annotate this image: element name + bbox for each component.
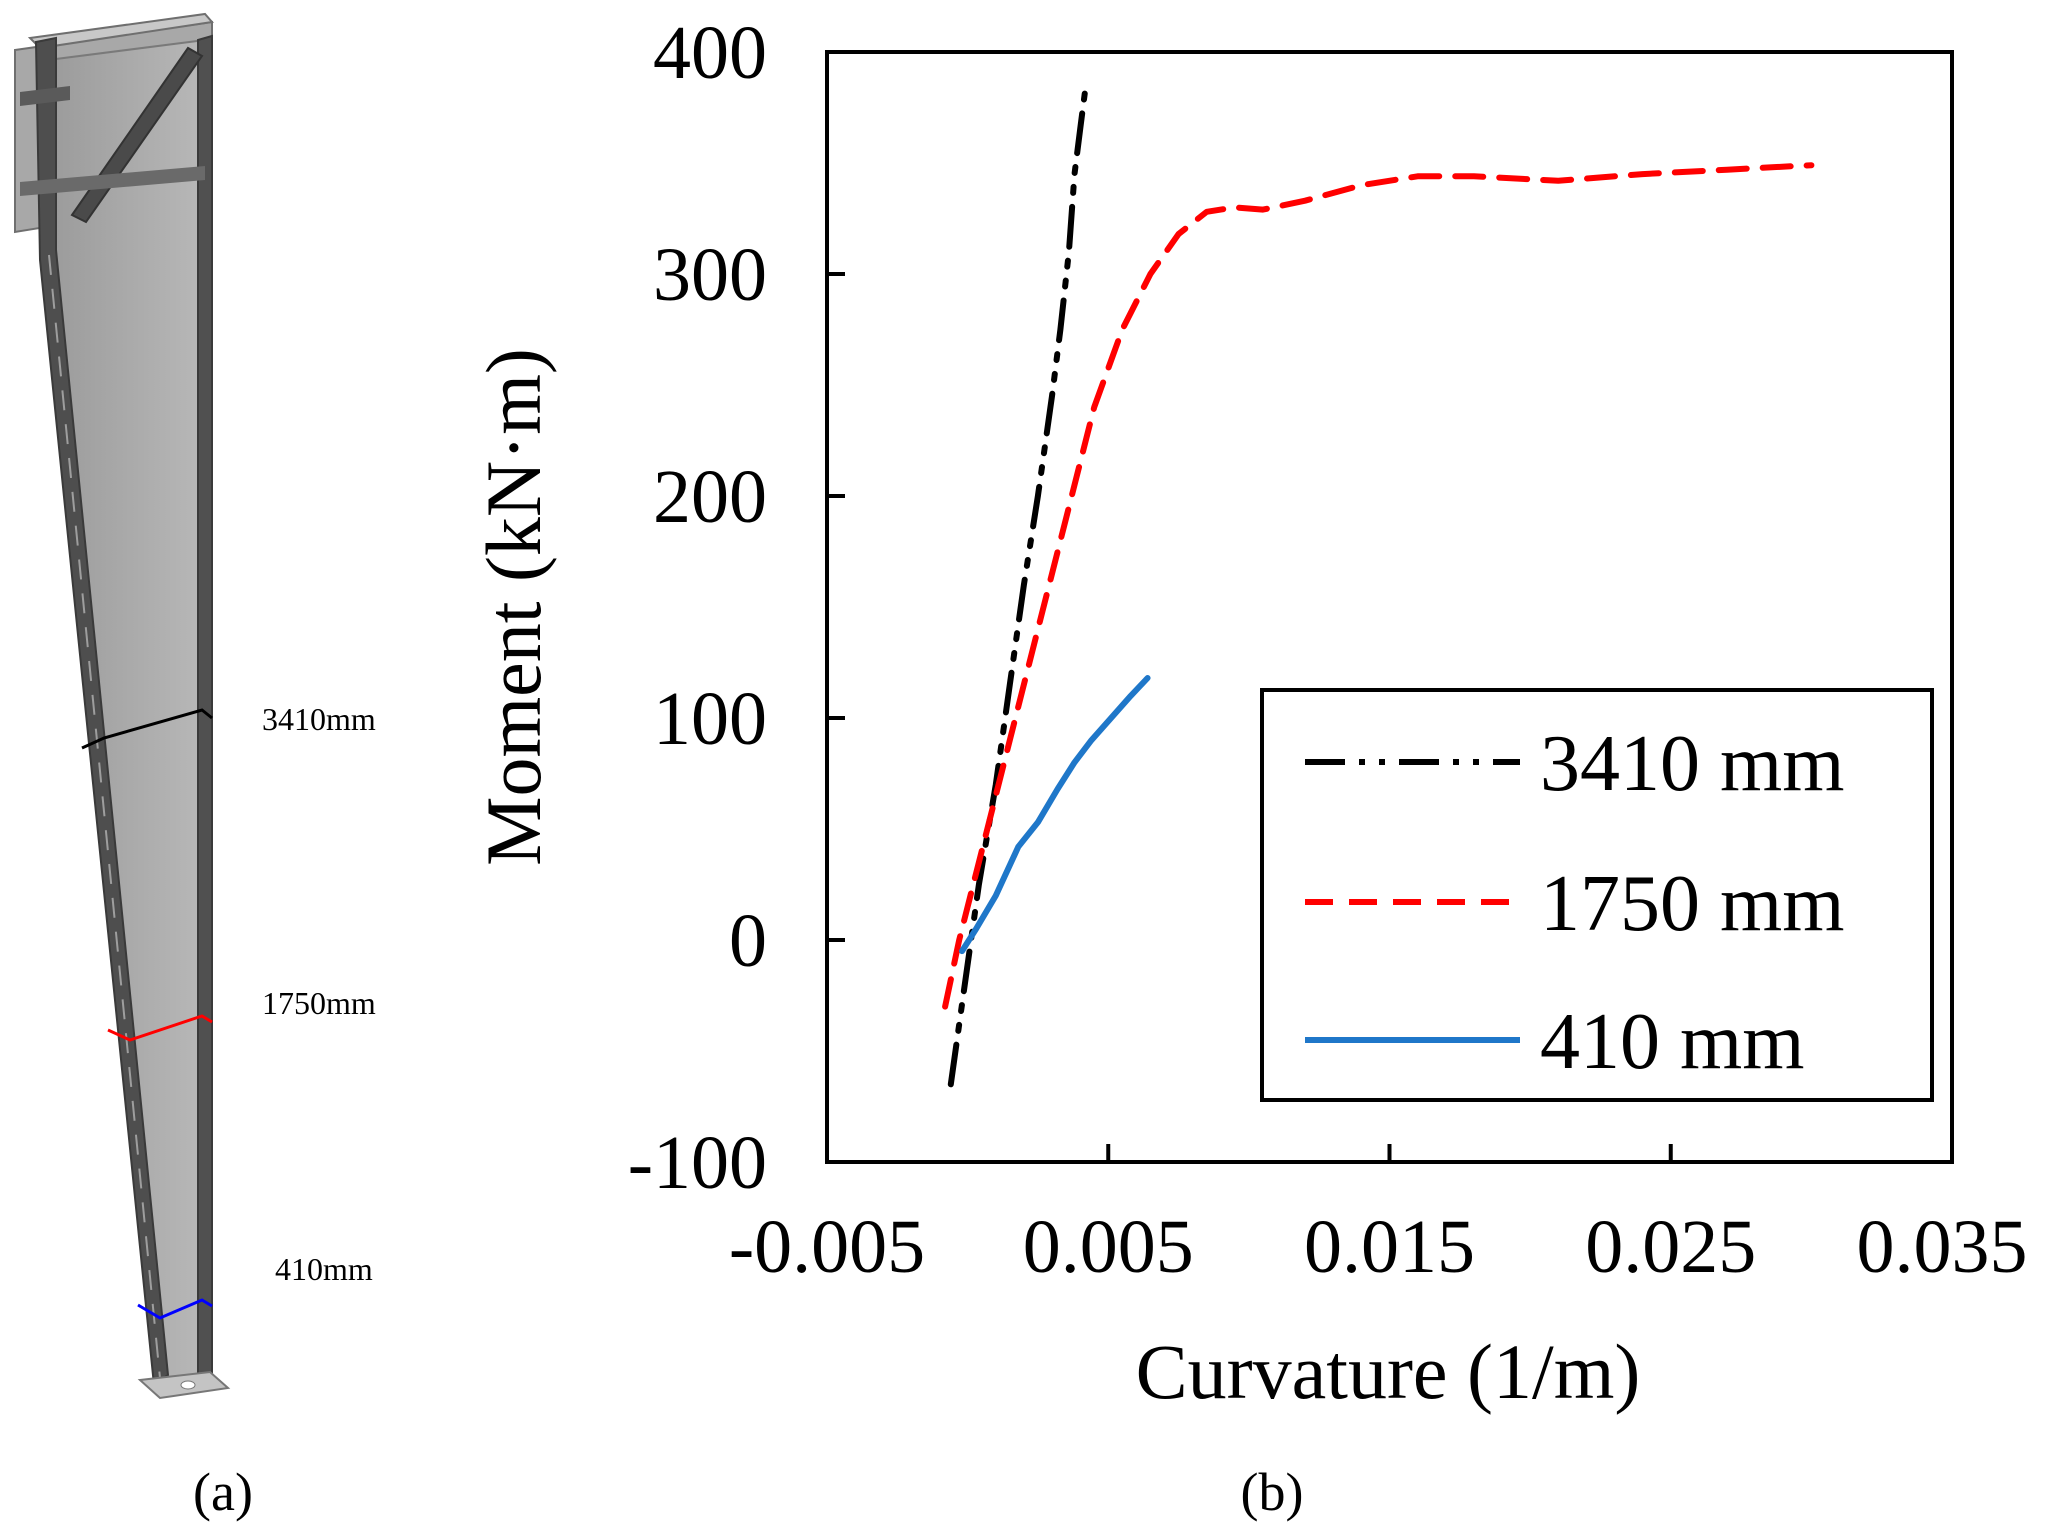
section-label-3410: 3410mm [262, 701, 376, 737]
y-axis: -100 0 100 200 300 400 [628, 11, 845, 1205]
x-tick-label: -0.005 [729, 1205, 925, 1289]
y-axis-title: Moment (kN·m) [470, 348, 557, 866]
series-layer [942, 82, 1815, 1088]
legend: 3410 mm 1750 mm 410 mm [1260, 688, 1934, 1102]
x-axis: -0.005 0.005 0.015 0.025 0.035 [729, 1144, 2028, 1289]
y-tick-label: 400 [653, 11, 767, 95]
x-axis-title: Curvature (1/m) [1136, 1328, 1641, 1415]
x-tick-label: 0.005 [1023, 1205, 1194, 1289]
section-line-410 [137, 1298, 213, 1320]
panel-a-label: (a) [193, 1462, 253, 1522]
section-label-1750: 1750mm [262, 985, 376, 1021]
legend-label-410: 410 mm [1540, 998, 1804, 1086]
series-line-410-mm [959, 675, 1151, 955]
stiffener-upper [20, 86, 70, 106]
series-line-3410-mm [947, 82, 1089, 1088]
y-tick-label: 100 [653, 677, 767, 761]
y-tick-label: -100 [628, 1121, 767, 1205]
column-inner-flange [34, 36, 170, 1387]
flange-highlight [48, 254, 161, 1379]
panel-b-label: (b) [1241, 1462, 1304, 1522]
x-tick-label: 0.015 [1304, 1205, 1475, 1289]
moment-curvature-chart: -100 0 100 200 300 400 -0.005 0.005 0.015 0.025 0… [470, 11, 2028, 1522]
legend-label-3410: 3410 mm [1540, 720, 1844, 808]
base-hole [180, 1380, 196, 1390]
tapered-column-illustration: 3410mm 1750mm 410mm (a) [14, 12, 376, 1522]
y-tick-label: 0 [729, 899, 767, 983]
series-line-1750-mm [942, 162, 1815, 1010]
x-tick-label: 0.035 [1857, 1205, 2028, 1289]
section-line-1750 [107, 1014, 213, 1042]
legend-label-1750: 1750 mm [1540, 860, 1844, 948]
x-tick-label: 0.025 [1585, 1205, 1756, 1289]
section-label-410: 410mm [275, 1251, 373, 1287]
y-tick-label: 200 [653, 455, 767, 539]
stiffener-lower [20, 166, 205, 196]
y-tick-label: 300 [653, 233, 767, 317]
section-line-3410 [81, 708, 213, 750]
legend-box [1260, 688, 1934, 1102]
